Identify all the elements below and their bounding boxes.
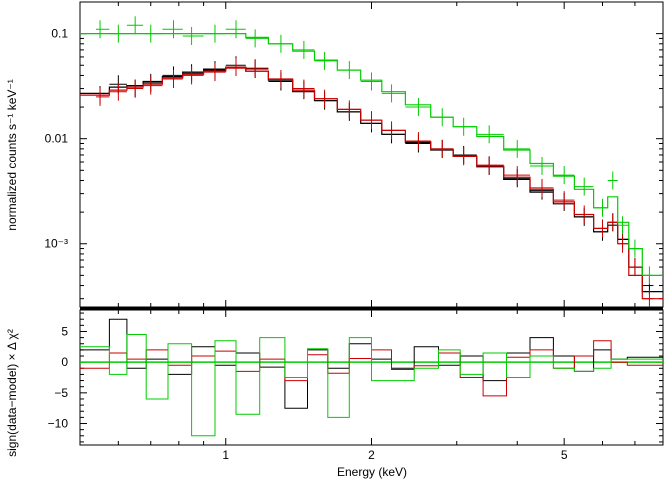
spectrum-data xyxy=(80,16,663,307)
spectrum-panel: 0.1 0.01 10⁻³ xyxy=(44,1,664,310)
spectrum-frame xyxy=(79,1,664,308)
y-tick-label: 10⁻³ xyxy=(44,237,68,251)
residual-y-axis-label: sign(data−model) × Δ χ² xyxy=(5,329,19,457)
spectrum-model-line xyxy=(80,67,663,300)
x-tick-label: 1 xyxy=(222,448,229,462)
spectrum-model-line xyxy=(80,33,663,276)
spectrum-model-line xyxy=(80,66,663,293)
x-tick-label: 5 xyxy=(561,448,568,462)
y-tick-label: 0.1 xyxy=(51,27,68,41)
y-tick-label: 5 xyxy=(61,324,68,338)
y-tick-label: −5 xyxy=(54,386,68,400)
residual-data xyxy=(80,318,663,437)
y-tick-label: 0 xyxy=(61,355,68,369)
x-tick-label: 2 xyxy=(368,448,375,462)
residual-line xyxy=(80,334,663,437)
y-tick-label: 0.01 xyxy=(45,132,69,146)
spectrum-y-axis-label: normalized counts s⁻¹ keV⁻¹ xyxy=(5,79,19,230)
x-axis-label: Energy (keV) xyxy=(337,465,407,479)
residuals-panel: 1 2 5 5 0 −5 −10 xyxy=(48,2,664,462)
y-tick-label: −10 xyxy=(48,417,69,431)
